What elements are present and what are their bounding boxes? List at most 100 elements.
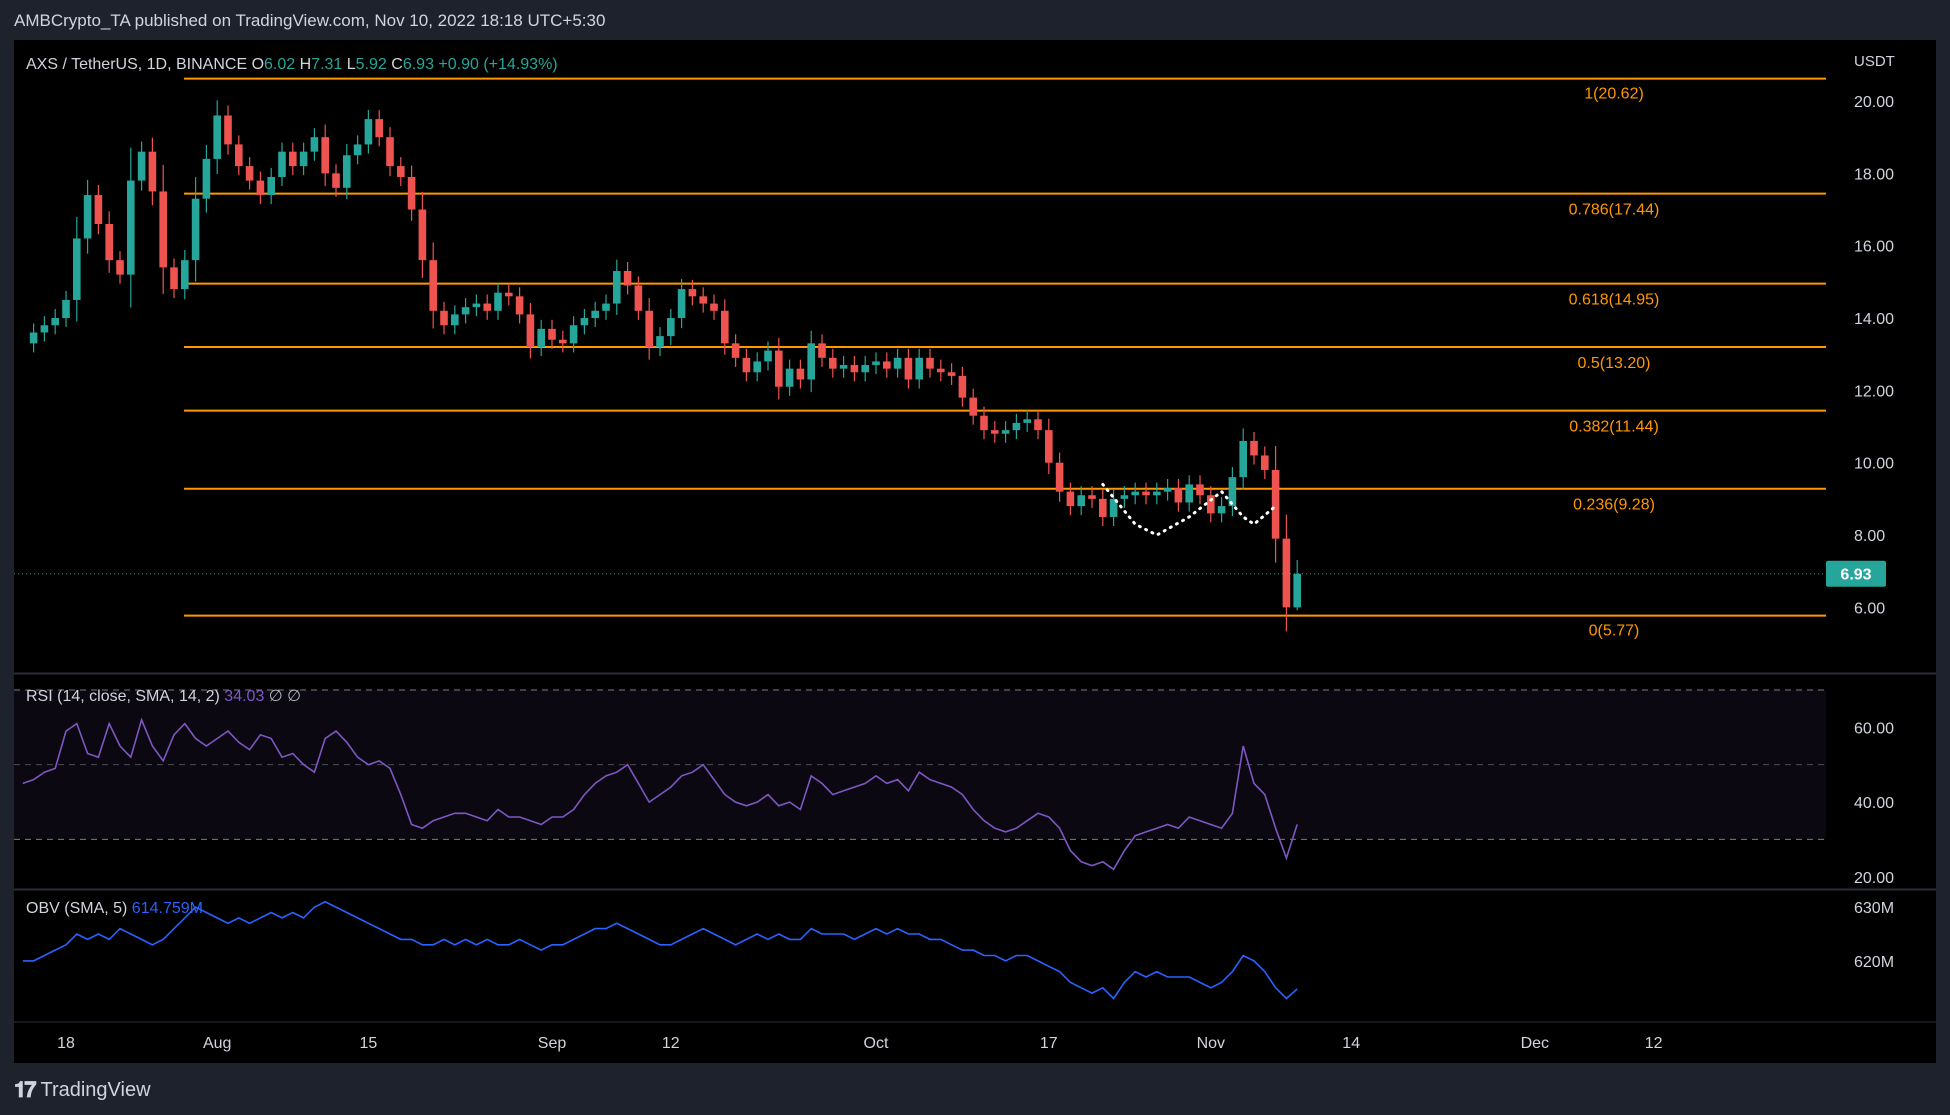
candle-body[interactable]: [1001, 430, 1010, 434]
candle-body[interactable]: [861, 365, 869, 373]
candle-body[interactable]: [623, 271, 632, 286]
candle-body[interactable]: [602, 303, 610, 311]
candle-body[interactable]: [969, 397, 977, 416]
candle-body[interactable]: [677, 289, 686, 319]
candle-body[interactable]: [1271, 469, 1280, 539]
candle-body[interactable]: [764, 350, 772, 362]
candle-body[interactable]: [1196, 484, 1204, 496]
candle-body[interactable]: [807, 343, 815, 380]
candle-body[interactable]: [440, 310, 448, 326]
candle-body[interactable]: [494, 292, 502, 311]
chart-frame[interactable]: AXS / TetherUS, 1D, BINANCE O6.02 H7.31 …: [14, 40, 1936, 1063]
candle-body[interactable]: [299, 151, 308, 167]
candle-body[interactable]: [1142, 491, 1150, 496]
candle-body[interactable]: [224, 115, 232, 145]
candle-body[interactable]: [796, 368, 805, 380]
candle-body[interactable]: [1088, 495, 1096, 499]
candle-body[interactable]: [526, 314, 535, 347]
candle-body[interactable]: [613, 271, 621, 304]
candle-body[interactable]: [375, 119, 383, 138]
candle-body[interactable]: [83, 195, 92, 239]
candle-body[interactable]: [105, 223, 113, 261]
candle-body[interactable]: [429, 260, 437, 311]
candle-body[interactable]: [818, 343, 826, 358]
candle-body[interactable]: [1120, 495, 1129, 499]
candle-body[interactable]: [191, 198, 200, 261]
candle-body[interactable]: [667, 318, 675, 337]
obv-line[interactable]: [22, 900, 1298, 1000]
candle-body[interactable]: [1228, 477, 1237, 507]
obv-legend[interactable]: OBV (SMA, 5) 614.759M: [26, 900, 203, 917]
candle-body[interactable]: [1207, 495, 1215, 514]
candle-body[interactable]: [980, 415, 988, 431]
candle-body[interactable]: [51, 318, 59, 326]
candle-body[interactable]: [883, 361, 891, 369]
candle-body[interactable]: [1153, 491, 1161, 496]
candle-body[interactable]: [515, 296, 524, 315]
candle-body[interactable]: [645, 310, 653, 347]
candle-body[interactable]: [116, 260, 124, 275]
candle-body[interactable]: [1217, 506, 1226, 514]
candle-body[interactable]: [159, 191, 167, 268]
chart-canvas[interactable]: AXS / TetherUS, 1D, BINANCE O6.02 H7.31 …: [14, 40, 1936, 1063]
candle-body[interactable]: [245, 166, 254, 181]
candle-body[interactable]: [915, 357, 923, 380]
symbol-legend[interactable]: AXS / TetherUS, 1D, BINANCE O6.02 H7.31 …: [26, 56, 558, 73]
candle-body[interactable]: [62, 299, 70, 319]
candle-body[interactable]: [937, 368, 945, 373]
candle-body[interactable]: [537, 328, 545, 347]
candle-body[interactable]: [893, 357, 902, 369]
candle-body[interactable]: [505, 292, 513, 297]
candle-body[interactable]: [40, 325, 49, 333]
candle-body[interactable]: [332, 173, 340, 188]
candle-body[interactable]: [1045, 430, 1053, 463]
candle-body[interactable]: [1282, 538, 1291, 608]
candle-body[interactable]: [710, 303, 718, 311]
candle-body[interactable]: [343, 155, 351, 188]
candle-body[interactable]: [1250, 440, 1258, 456]
candle-body[interactable]: [926, 357, 934, 369]
candle-body[interactable]: [278, 151, 286, 177]
candle-body[interactable]: [1066, 491, 1075, 507]
candle-body[interactable]: [1131, 491, 1139, 496]
candle-body[interactable]: [569, 325, 578, 344]
candle-body[interactable]: [472, 303, 481, 308]
candle-body[interactable]: [29, 332, 38, 344]
candle-body[interactable]: [181, 260, 189, 290]
candle-body[interactable]: [73, 238, 81, 300]
candle-body[interactable]: [1293, 573, 1301, 608]
candle-body[interactable]: [289, 151, 297, 167]
candle-body[interactable]: [1163, 488, 1172, 492]
candle-body[interactable]: [418, 209, 427, 261]
candle-body[interactable]: [699, 296, 707, 304]
candle-body[interactable]: [656, 336, 664, 347]
candle-body[interactable]: [451, 314, 459, 326]
candle-body[interactable]: [872, 361, 880, 366]
candle-body[interactable]: [256, 180, 265, 196]
candle-body[interactable]: [483, 303, 491, 311]
candle-body[interactable]: [1185, 484, 1193, 503]
candle-body[interactable]: [548, 328, 556, 340]
candle-body[interactable]: [688, 289, 697, 297]
candle-body[interactable]: [1261, 455, 1269, 470]
candle-body[interactable]: [213, 115, 221, 159]
candle-body[interactable]: [170, 267, 178, 290]
candle-body[interactable]: [731, 343, 740, 358]
rsi-legend[interactable]: RSI (14, close, SMA, 14, 2) 34.03 ∅ ∅: [26, 688, 301, 705]
candle-body[interactable]: [1023, 419, 1031, 423]
candle-body[interactable]: [1174, 488, 1183, 503]
candle-body[interactable]: [1034, 419, 1042, 431]
candle-body[interactable]: [202, 158, 211, 199]
candle-body[interactable]: [1239, 440, 1247, 478]
candle-body[interactable]: [310, 137, 319, 152]
candle-body[interactable]: [127, 180, 135, 275]
candle-body[interactable]: [94, 195, 103, 224]
candle-body[interactable]: [991, 430, 999, 434]
candle-body[interactable]: [634, 285, 643, 311]
candle-body[interactable]: [753, 361, 761, 373]
candle-body[interactable]: [397, 166, 405, 177]
candle-body[interactable]: [721, 310, 729, 344]
candle-body[interactable]: [267, 176, 275, 196]
candle-body[interactable]: [1012, 422, 1021, 431]
candle-body[interactable]: [559, 339, 567, 344]
